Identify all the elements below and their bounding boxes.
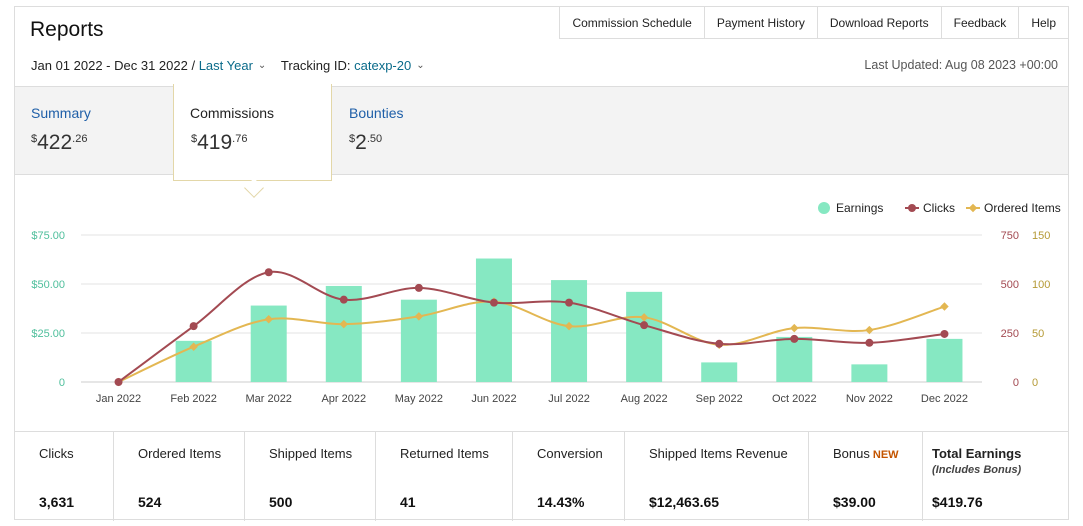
ordered-items-point: [790, 323, 799, 333]
x-axis-tick: Sep 2022: [696, 393, 743, 405]
earnings-bar: [626, 291, 663, 382]
clicks-point: [489, 298, 498, 307]
x-axis-tick: Apr 2022: [321, 393, 366, 405]
y-axis-left-tick: $25.00: [31, 328, 65, 340]
y-axis-left-tick: $50.00: [31, 279, 65, 291]
legend-label: Ordered Items: [984, 201, 1061, 215]
x-axis-tick: Mar 2022: [245, 393, 291, 405]
x-axis-tick: Nov 2022: [846, 393, 893, 405]
x-axis-tick: Jun 2022: [471, 393, 516, 405]
clicks-point: [790, 334, 799, 343]
tab-commissions-label: Commissions: [190, 105, 275, 121]
tab-commissions[interactable]: Commissions $419.76: [173, 84, 332, 181]
chevron-down-icon[interactable]: ⌄: [416, 60, 425, 71]
stat-total-earnings: Total Earnings (Includes Bonus) $419.76: [932, 446, 1022, 510]
ordered-items-point: [264, 315, 273, 324]
clicks-point: [339, 295, 348, 304]
earnings-bar: [551, 280, 588, 382]
feedback-button[interactable]: Feedback: [940, 7, 1019, 39]
y-axis-clicks-tick: 250: [1001, 328, 1019, 340]
x-axis-tick: Jan 2022: [96, 393, 141, 405]
tracking-label: Tracking ID:: [280, 58, 351, 73]
x-axis-tick: Aug 2022: [621, 393, 668, 405]
earnings-bar: [851, 364, 888, 382]
y-axis-left-tick: $75.00: [31, 230, 65, 242]
legend-label: Earnings: [836, 201, 883, 215]
clicks-point: [189, 322, 198, 331]
stat-conversion: Conversion 14.43%: [513, 432, 625, 521]
earnings-legend-icon: [818, 202, 830, 214]
tracking-id-dropdown[interactable]: catexp-20: [354, 58, 412, 73]
tab-summary-value: $422.26: [31, 131, 88, 154]
stat-returned-items: Returned Items 41: [376, 432, 513, 521]
y-axis-left-tick: 0: [59, 377, 65, 389]
x-axis-tick: Jul 2022: [548, 393, 590, 405]
x-axis-tick: Feb 2022: [170, 393, 216, 405]
y-axis-clicks-tick: 750: [1001, 230, 1019, 242]
date-range-dropdown[interactable]: Last Year: [198, 58, 253, 73]
x-axis-tick: Dec 2022: [921, 393, 968, 405]
clicks-point: [565, 298, 574, 307]
clicks-point: [715, 339, 724, 348]
chevron-down-icon[interactable]: ⌄: [257, 60, 267, 71]
stat-bonus: Bonus NEW $39.00: [809, 432, 923, 521]
ordered-items-line: [118, 300, 945, 383]
help-button[interactable]: Help: [1018, 7, 1068, 39]
tab-summary-label: Summary: [31, 105, 91, 121]
y-axis-clicks-tick: 0: [1013, 377, 1019, 389]
stats-table: Clicks 3,631 Ordered Items 524 Shipped I…: [15, 431, 1068, 521]
x-axis-tick: May 2022: [395, 393, 443, 405]
commission-schedule-button[interactable]: Commission Schedule: [559, 7, 704, 39]
x-axis-tick: Oct 2022: [772, 393, 817, 405]
clicks-point: [640, 321, 649, 330]
earnings-bar: [926, 338, 963, 382]
reports-panel: Reports Commission Schedule Payment Hist…: [14, 6, 1069, 521]
stat-shipped-items-revenue: Shipped Items Revenue $12,463.65: [625, 432, 809, 521]
ordered-items-point: [339, 319, 349, 329]
earnings-bar: [475, 258, 512, 382]
date-range-text: Jan 01 2022 - Dec 31 2022 /: [31, 58, 196, 73]
y-axis-items-tick: 0: [1032, 377, 1038, 389]
ordered-items-point: [414, 312, 424, 321]
y-axis-items-tick: 50: [1032, 328, 1044, 340]
new-badge: NEW: [872, 449, 899, 461]
ordered-items-point: [865, 325, 874, 335]
y-axis-items-tick: 100: [1032, 279, 1050, 291]
stat-ordered-items: Ordered Items 524: [114, 432, 245, 521]
earnings-bar: [701, 362, 738, 382]
earnings-bar: [776, 336, 813, 382]
tab-summary[interactable]: Summary $422.26: [15, 87, 173, 176]
earnings-chart: $75.00$50.00$25.0007505002500150100500Ja…: [31, 201, 1061, 405]
tab-bounties-value: $2.50: [349, 131, 383, 154]
top-nav: Commission Schedule Payment History Down…: [559, 7, 1068, 39]
ordered-items-point: [564, 321, 574, 331]
clicks-point: [414, 283, 423, 292]
ordered-items-legend-icon: [968, 203, 978, 213]
ordered-items-point: [189, 342, 198, 351]
clicks-point: [865, 338, 874, 347]
clicks-point: [114, 378, 123, 386]
filter-row: Jan 01 2022 - Dec 31 2022 / Last Year ⌄ T…: [31, 58, 439, 73]
earnings-bar: [400, 299, 437, 382]
download-reports-button[interactable]: Download Reports: [816, 7, 941, 39]
y-axis-clicks-tick: 500: [1001, 279, 1019, 291]
payment-history-button[interactable]: Payment History: [703, 7, 817, 39]
clicks-point: [264, 268, 273, 277]
y-axis-items-tick: 150: [1032, 230, 1050, 242]
ordered-items-point: [639, 313, 649, 322]
tab-bounties-label: Bounties: [349, 105, 404, 121]
tab-bounties[interactable]: Bounties $2.50: [332, 87, 492, 176]
stat-shipped-items: Shipped Items 500: [245, 432, 376, 521]
summary-tabs: Summary $422.26 Commissions $419.76 Boun…: [15, 84, 1068, 181]
clicks-point: [940, 329, 949, 338]
ordered-items-point: [940, 302, 949, 311]
tab-commissions-value: $419.76: [191, 131, 248, 154]
last-updated: Last Updated: Aug 08 2023 +00:00: [864, 58, 1058, 72]
clicks-legend-icon: [908, 204, 916, 212]
stat-clicks: Clicks 3,631: [15, 432, 114, 521]
page-title: Reports: [30, 18, 104, 41]
legend-label: Clicks: [923, 201, 955, 215]
